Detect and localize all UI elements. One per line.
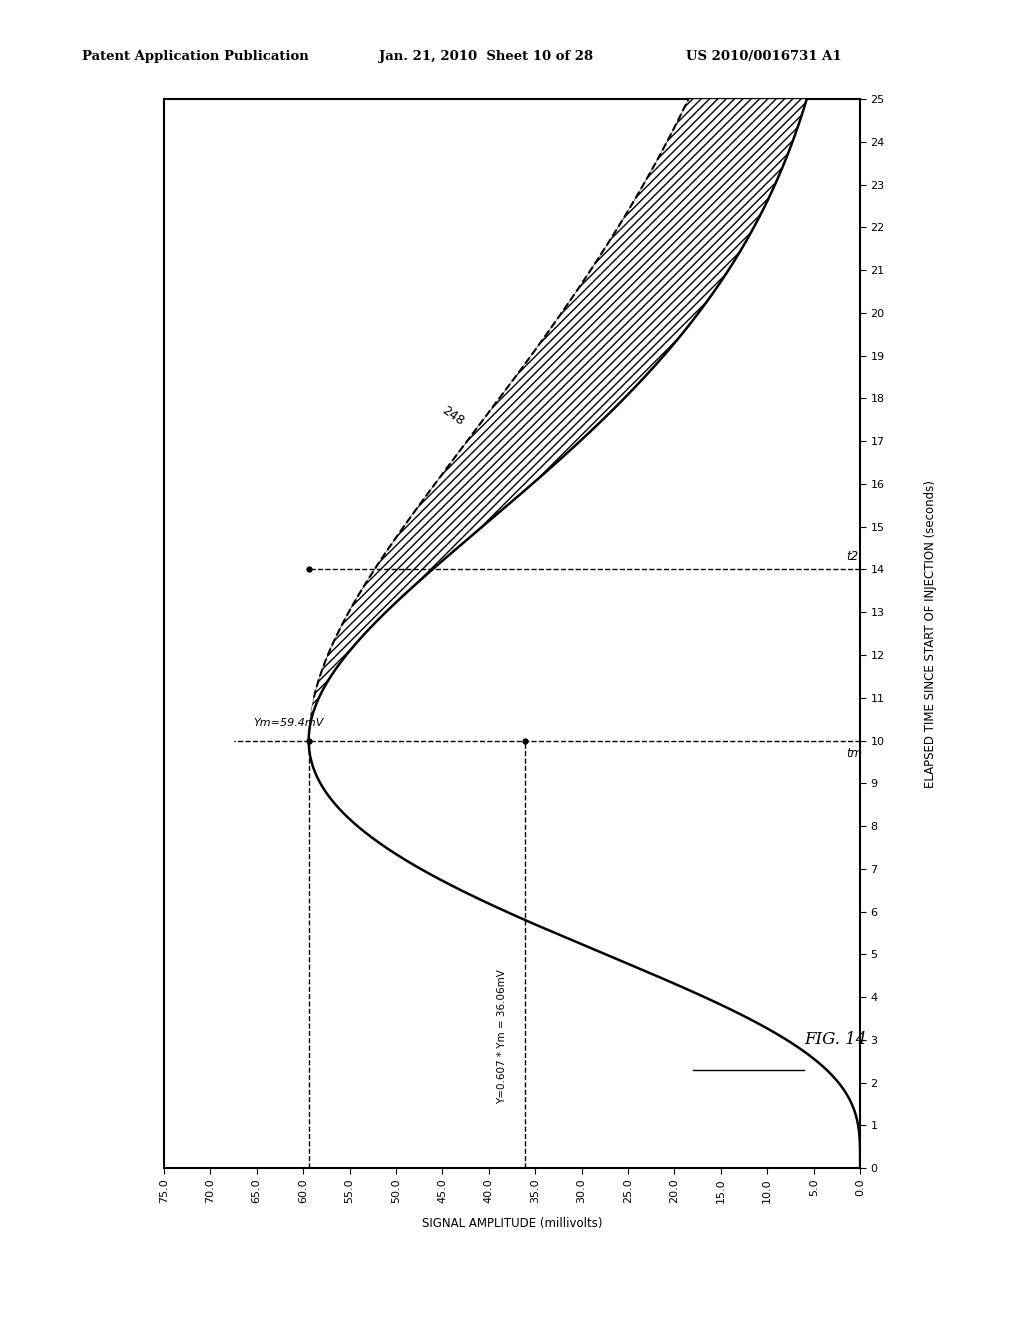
Text: t2: t2 — [846, 550, 858, 564]
Text: FIG. 14: FIG. 14 — [805, 1031, 867, 1048]
Text: Ym=59.4mV: Ym=59.4mV — [253, 718, 324, 727]
Y-axis label: ELAPSED TIME SINCE START OF INJECTION (seconds): ELAPSED TIME SINCE START OF INJECTION (s… — [924, 479, 937, 788]
Text: Jan. 21, 2010  Sheet 10 of 28: Jan. 21, 2010 Sheet 10 of 28 — [379, 50, 593, 63]
Text: US 2010/0016731 A1: US 2010/0016731 A1 — [686, 50, 842, 63]
Text: 248: 248 — [439, 404, 466, 428]
Text: tm: tm — [846, 747, 862, 760]
Text: Y=0.607 * Ym = 36.06mV: Y=0.607 * Ym = 36.06mV — [497, 969, 507, 1104]
Text: Patent Application Publication: Patent Application Publication — [82, 50, 308, 63]
X-axis label: SIGNAL AMPLITUDE (millivolts): SIGNAL AMPLITUDE (millivolts) — [422, 1217, 602, 1230]
